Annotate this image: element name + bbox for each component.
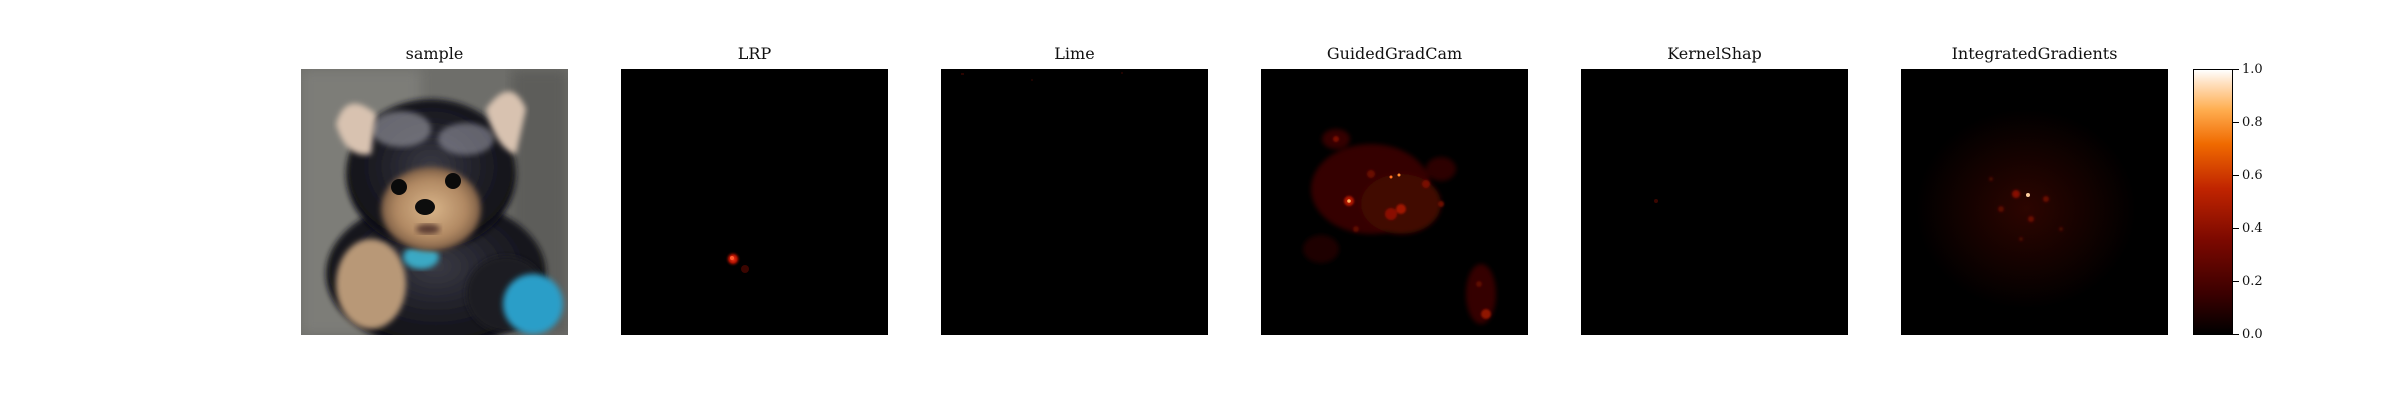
panel-lime: Lime [941, 0, 1208, 400]
colorbar [2193, 69, 2233, 335]
colorbar-tick-label: 0.8 [2242, 115, 2263, 130]
colorbar-tick [2233, 334, 2239, 335]
colorbar-tick [2233, 281, 2239, 282]
sample-photo [301, 69, 568, 335]
panel-integratedgradients: IntegratedGradients [1901, 0, 2168, 400]
integratedgradients-heatmap [1901, 69, 2168, 335]
panel-title-sample: sample [405, 44, 464, 63]
panel-title-kernelshap: KernelShap [1667, 44, 1762, 63]
lrp-heatmap [621, 69, 888, 335]
panel-title-integratedgradients: IntegratedGradients [1951, 44, 2118, 63]
colorbar-tick-label: 1.0 [2242, 62, 2263, 77]
panel-sample: sample [301, 0, 568, 400]
guidedgradcam-heatmap [1261, 69, 1528, 335]
colorbar-tick [2233, 228, 2239, 229]
panel-title-lrp: LRP [737, 44, 772, 63]
colorbar-tick [2233, 122, 2239, 123]
colorbar-tick-label: 0.0 [2242, 327, 2263, 342]
panel-title-lime: Lime [1054, 44, 1095, 63]
panel-kernelshap: KernelShap [1581, 0, 1848, 400]
colorbar-tick-label: 0.6 [2242, 168, 2263, 183]
colorbar-tick [2233, 175, 2239, 176]
kernelshap-heatmap [1581, 69, 1848, 335]
lime-heatmap [941, 69, 1208, 335]
colorbar-tick-label: 0.2 [2242, 274, 2263, 289]
colorbar-tick [2233, 69, 2239, 70]
panel-lrp: LRP [621, 0, 888, 400]
colorbar-tick-label: 0.4 [2242, 221, 2263, 236]
panel-title-guidedgradcam: GuidedGradCam [1326, 44, 1463, 63]
panel-guidedgradcam: GuidedGradCam [1261, 0, 1528, 400]
